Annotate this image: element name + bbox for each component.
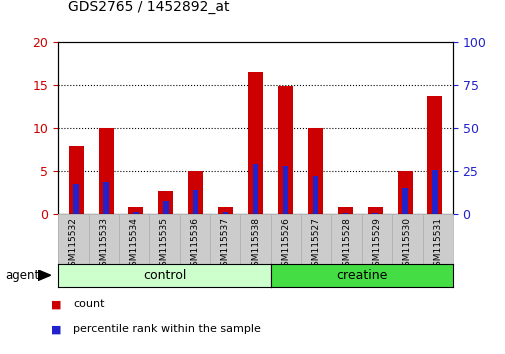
Text: GSM115538: GSM115538 bbox=[250, 217, 260, 272]
Bar bbox=[223, 212, 228, 214]
Bar bbox=[431, 170, 437, 214]
Text: agent: agent bbox=[5, 269, 39, 282]
Bar bbox=[163, 201, 168, 214]
Bar bbox=[247, 72, 263, 214]
Text: ■: ■ bbox=[50, 324, 61, 334]
Text: GSM115536: GSM115536 bbox=[190, 217, 199, 272]
Text: ■: ■ bbox=[50, 299, 61, 309]
Bar bbox=[337, 207, 352, 214]
Bar bbox=[73, 184, 79, 214]
Bar bbox=[307, 128, 322, 214]
Text: count: count bbox=[73, 299, 105, 309]
Bar bbox=[367, 207, 382, 214]
Bar bbox=[103, 182, 109, 214]
Bar bbox=[427, 96, 441, 214]
Bar bbox=[69, 146, 83, 214]
Bar bbox=[282, 166, 287, 214]
Bar bbox=[401, 188, 407, 214]
Text: GSM115533: GSM115533 bbox=[99, 217, 108, 272]
Text: GSM115537: GSM115537 bbox=[220, 217, 229, 272]
Bar bbox=[312, 176, 318, 214]
Text: GSM115528: GSM115528 bbox=[341, 217, 350, 272]
Text: GDS2765 / 1452892_at: GDS2765 / 1452892_at bbox=[68, 0, 229, 14]
Text: creatine: creatine bbox=[335, 269, 387, 282]
Bar bbox=[193, 190, 198, 214]
Bar bbox=[98, 128, 113, 214]
Text: GSM115535: GSM115535 bbox=[160, 217, 169, 272]
Bar bbox=[158, 191, 173, 214]
Text: GSM115530: GSM115530 bbox=[402, 217, 411, 272]
Text: GSM115529: GSM115529 bbox=[372, 217, 381, 272]
Bar bbox=[128, 207, 143, 214]
Bar bbox=[397, 171, 412, 214]
Text: percentile rank within the sample: percentile rank within the sample bbox=[73, 324, 261, 334]
Text: GSM115527: GSM115527 bbox=[311, 217, 320, 272]
Text: GSM115526: GSM115526 bbox=[281, 217, 290, 272]
Bar bbox=[252, 164, 258, 214]
Bar bbox=[277, 86, 292, 214]
Text: GSM115534: GSM115534 bbox=[129, 217, 138, 272]
Text: GSM115532: GSM115532 bbox=[69, 217, 78, 272]
Text: GSM115531: GSM115531 bbox=[432, 217, 441, 272]
Bar bbox=[372, 213, 377, 214]
Text: control: control bbox=[142, 269, 186, 282]
Bar bbox=[188, 171, 203, 214]
Polygon shape bbox=[38, 270, 50, 280]
Bar bbox=[218, 207, 233, 214]
Bar bbox=[133, 212, 138, 214]
Bar bbox=[342, 213, 347, 214]
